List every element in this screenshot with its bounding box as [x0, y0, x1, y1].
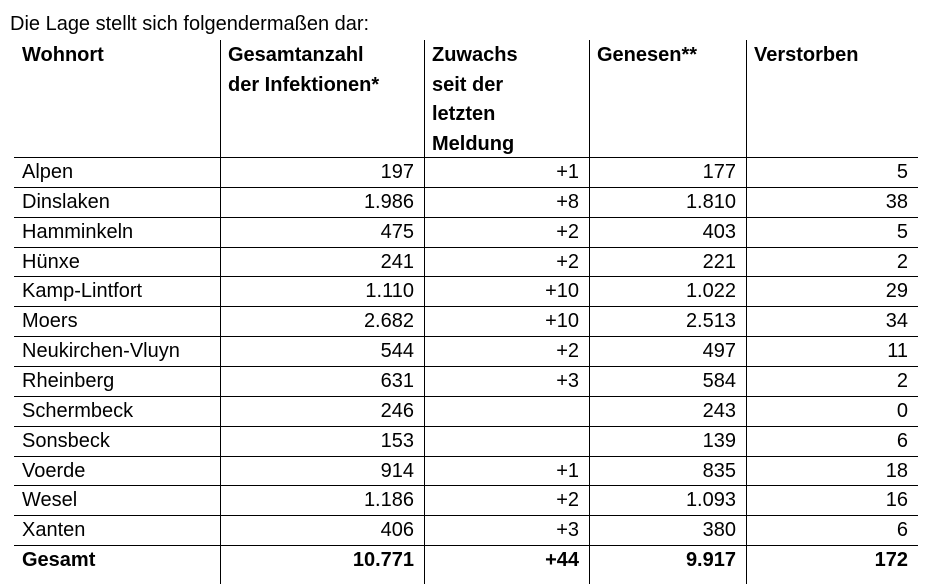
- table-cell: 243: [702, 399, 736, 422]
- table-cell: 5: [896, 220, 908, 243]
- table-cell: 6: [896, 429, 908, 452]
- column-line: [424, 40, 425, 584]
- table-cell: Hamminkeln: [22, 220, 134, 243]
- header-cell: Wohnort: [22, 44, 104, 66]
- table-cell: 34: [885, 310, 908, 333]
- table-cell: 914: [380, 459, 414, 482]
- table-cell: Voerde: [22, 459, 86, 482]
- table-cell: 2: [896, 250, 908, 273]
- header-cell: seit der: [432, 73, 504, 96]
- table-cell: 38: [885, 190, 908, 213]
- table-cell: 197: [380, 161, 414, 183]
- table-cell: 0: [896, 399, 908, 422]
- total-cell: Gesamt: [22, 549, 96, 572]
- table-cell: 6: [896, 519, 908, 542]
- table-cell: 497: [702, 340, 736, 363]
- table-cell: 139: [702, 429, 736, 452]
- row-line: [14, 515, 918, 517]
- table-cell: 5: [896, 161, 908, 183]
- row-line: [14, 246, 918, 248]
- table-cell: 18: [885, 459, 908, 482]
- header-cell: Meldung: [432, 132, 515, 155]
- header-cell: der Infektionen*: [228, 73, 380, 96]
- table-cell: 241: [380, 250, 414, 273]
- table-cell: 2.513: [685, 310, 736, 333]
- table-cell: 544: [380, 340, 414, 363]
- table-cell: +2: [556, 489, 579, 512]
- table-cell: 221: [702, 250, 736, 273]
- total-cell: 10.771: [352, 549, 414, 572]
- table-cell: +2: [556, 220, 579, 243]
- table-cell: Sonsbeck: [22, 429, 110, 452]
- table-cell: 1.186: [363, 489, 414, 512]
- row-line: [14, 306, 918, 308]
- total-cell: 9.917: [685, 549, 736, 572]
- table-cell: 29: [885, 280, 908, 303]
- table-cell: Alpen: [22, 161, 74, 183]
- table-cell: Wesel: [22, 489, 78, 512]
- table-cell: 2: [896, 369, 908, 392]
- header-cell: letzten: [432, 103, 496, 125]
- row-line: [14, 395, 918, 397]
- row-line: [14, 276, 918, 278]
- row-line: [14, 336, 918, 338]
- table-cell: Neukirchen-Vluyn: [22, 340, 180, 363]
- table-cell: 475: [380, 220, 414, 243]
- row-line: [14, 186, 918, 188]
- row-line: [14, 455, 918, 457]
- header-cell: Zuwachs: [432, 44, 518, 66]
- table-cell: Rheinberg: [22, 369, 115, 392]
- table-cell: 835: [702, 459, 736, 482]
- table-cell: 380: [702, 519, 736, 542]
- column-line: [589, 40, 590, 584]
- table-cell: Dinslaken: [22, 190, 110, 213]
- table-cell: +8: [556, 190, 579, 213]
- row-line: [14, 216, 918, 218]
- header-cell: Gesamtanzahl: [228, 44, 364, 66]
- total-cell: +44: [545, 549, 579, 572]
- table-cell: 1.986: [363, 190, 414, 213]
- table-cell: 584: [702, 369, 736, 392]
- table-cell: +3: [556, 519, 579, 542]
- table-cell: 1.093: [685, 489, 736, 512]
- table-cell: Hünxe: [22, 250, 80, 273]
- row-line: [14, 545, 918, 547]
- table-cell: 406: [380, 519, 414, 542]
- header-cell: Genesen**: [597, 44, 698, 66]
- table-cell: Kamp-Lintfort: [22, 280, 143, 303]
- table-cell: 11: [887, 340, 908, 363]
- column-line: [220, 40, 221, 584]
- row-line: [14, 365, 918, 367]
- header-cell: Verstorben: [754, 44, 859, 66]
- table-cell: Xanten: [22, 519, 86, 542]
- table-cell: +2: [556, 340, 579, 363]
- row-line: [14, 485, 918, 487]
- total-cell: 172: [874, 549, 908, 572]
- table-cell: 177: [702, 161, 736, 183]
- table-cell: 153: [380, 429, 414, 452]
- table-cell: Schermbeck: [22, 399, 134, 422]
- table-cell: +1: [556, 459, 579, 482]
- table-cell: Moers: [22, 310, 78, 333]
- table-cell: +1: [556, 161, 579, 183]
- column-line: [746, 40, 747, 584]
- table-cell: 1.022: [685, 280, 736, 303]
- table-cell: +10: [545, 280, 579, 303]
- table-cell: 246: [380, 399, 414, 422]
- table-cell: +3: [556, 369, 579, 392]
- intro: Die Lage stellt sich folgendermaßen dar:: [10, 13, 370, 35]
- row-line: [14, 425, 918, 427]
- table-cell: 16: [885, 489, 908, 512]
- table-cell: 403: [702, 220, 736, 243]
- table-cell: 2.682: [363, 310, 414, 333]
- table-cell: 631: [380, 369, 414, 392]
- row-line: [14, 157, 918, 158]
- table-cell: 1.810: [685, 190, 736, 213]
- table-cell: +2: [556, 250, 579, 273]
- table-cell: +10: [545, 310, 579, 333]
- table-cell: 1.110: [365, 280, 414, 303]
